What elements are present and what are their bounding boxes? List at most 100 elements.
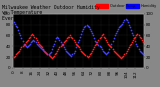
Point bbox=[35, 43, 38, 44]
Point bbox=[20, 37, 23, 39]
Point bbox=[53, 55, 55, 57]
Point bbox=[49, 51, 52, 52]
Point bbox=[69, 35, 72, 36]
Point bbox=[64, 40, 66, 42]
Point bbox=[84, 25, 87, 26]
Point bbox=[63, 41, 65, 43]
Point bbox=[96, 41, 99, 43]
Point bbox=[65, 50, 67, 51]
Point bbox=[94, 40, 96, 42]
Point bbox=[97, 39, 100, 41]
Point bbox=[111, 48, 114, 50]
Point bbox=[55, 52, 57, 53]
Point bbox=[73, 50, 76, 51]
Point bbox=[130, 43, 132, 44]
Point bbox=[83, 27, 86, 28]
Point bbox=[92, 35, 94, 36]
Point bbox=[30, 35, 32, 36]
Point bbox=[16, 27, 18, 28]
Point bbox=[43, 50, 46, 51]
Point bbox=[76, 45, 78, 46]
Point bbox=[74, 47, 77, 48]
Point bbox=[24, 43, 26, 44]
Point bbox=[124, 19, 127, 20]
Point bbox=[70, 55, 73, 57]
Point bbox=[110, 43, 113, 44]
Text: Humidity: Humidity bbox=[140, 4, 157, 8]
Point bbox=[110, 47, 113, 48]
Point bbox=[133, 37, 136, 39]
Point bbox=[118, 27, 120, 28]
Point bbox=[33, 40, 36, 42]
Point bbox=[36, 45, 39, 46]
Point bbox=[113, 51, 116, 52]
Point bbox=[121, 23, 124, 24]
Point bbox=[87, 27, 90, 28]
Point bbox=[43, 50, 46, 51]
Point bbox=[55, 37, 57, 39]
Point bbox=[15, 54, 17, 55]
Point bbox=[109, 46, 112, 47]
Point bbox=[14, 23, 16, 24]
Point bbox=[52, 46, 54, 47]
Point bbox=[46, 53, 49, 55]
Point bbox=[105, 39, 107, 41]
Point bbox=[129, 45, 131, 46]
Point bbox=[28, 37, 30, 39]
Point bbox=[83, 53, 86, 55]
Point bbox=[58, 47, 61, 48]
Point bbox=[59, 46, 62, 47]
Point bbox=[64, 48, 66, 50]
Point bbox=[90, 52, 92, 53]
Point bbox=[32, 35, 35, 36]
Point bbox=[108, 45, 111, 46]
Point bbox=[101, 50, 104, 51]
Point bbox=[73, 41, 76, 43]
Point bbox=[27, 46, 29, 47]
Point bbox=[125, 50, 128, 51]
Point bbox=[72, 52, 75, 53]
Point bbox=[91, 50, 93, 51]
Point bbox=[74, 43, 77, 44]
Point bbox=[60, 43, 63, 44]
Point bbox=[24, 46, 27, 47]
Point bbox=[42, 49, 44, 51]
Point bbox=[35, 39, 38, 41]
Point bbox=[67, 52, 69, 53]
Point bbox=[138, 50, 141, 51]
Point bbox=[60, 45, 63, 46]
Point bbox=[109, 46, 112, 47]
Point bbox=[119, 56, 121, 58]
Point bbox=[119, 25, 121, 26]
Point bbox=[24, 41, 27, 43]
Point bbox=[13, 21, 15, 23]
Point bbox=[49, 56, 52, 58]
Point bbox=[137, 35, 140, 36]
Point bbox=[47, 54, 50, 55]
Point bbox=[15, 25, 17, 26]
Point bbox=[19, 48, 22, 50]
Text: vs Temperature: vs Temperature bbox=[2, 10, 42, 15]
Point bbox=[117, 28, 119, 30]
Point bbox=[104, 37, 106, 39]
Point bbox=[44, 51, 47, 52]
Point bbox=[120, 57, 123, 59]
Point bbox=[134, 40, 137, 42]
Point bbox=[77, 46, 79, 47]
Point bbox=[71, 54, 74, 55]
Point bbox=[107, 43, 109, 44]
Point bbox=[128, 47, 130, 48]
Point bbox=[103, 36, 105, 37]
Point bbox=[53, 43, 55, 44]
Point bbox=[79, 48, 81, 50]
Point bbox=[67, 36, 69, 38]
Point bbox=[65, 39, 67, 41]
Point bbox=[98, 37, 101, 39]
Point bbox=[17, 51, 20, 52]
Point bbox=[39, 47, 41, 48]
Point bbox=[95, 41, 98, 43]
Point bbox=[71, 37, 74, 39]
Point bbox=[56, 36, 59, 37]
Point bbox=[81, 30, 84, 32]
Point bbox=[42, 48, 44, 50]
